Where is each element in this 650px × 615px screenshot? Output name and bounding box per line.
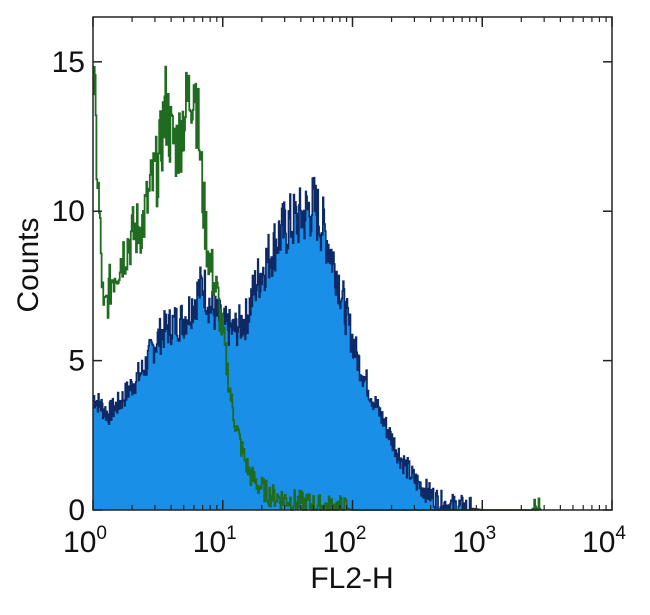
x-tick-label: 102 [323, 523, 367, 559]
y-tick-label: 5 [68, 345, 85, 378]
x-tick-label: 103 [452, 523, 496, 559]
y-tick-label: 10 [52, 195, 85, 228]
y-tick-label: 0 [68, 494, 85, 527]
series-0-outline [92, 176, 484, 511]
labels-layer: 0 5 10 15 100 101 102 103 104 [52, 46, 627, 559]
x-tick-label: 104 [582, 523, 626, 559]
x-axis-title: FL2-H [310, 562, 393, 595]
y-axis-title: Counts [12, 217, 45, 312]
series-0-area [93, 177, 483, 510]
x-tick-label: 100 [63, 523, 107, 559]
x-tick-label: 101 [193, 523, 237, 559]
y-tick-label: 15 [52, 46, 85, 79]
axes-layer [92, 16, 613, 511]
series-layer [92, 65, 542, 511]
